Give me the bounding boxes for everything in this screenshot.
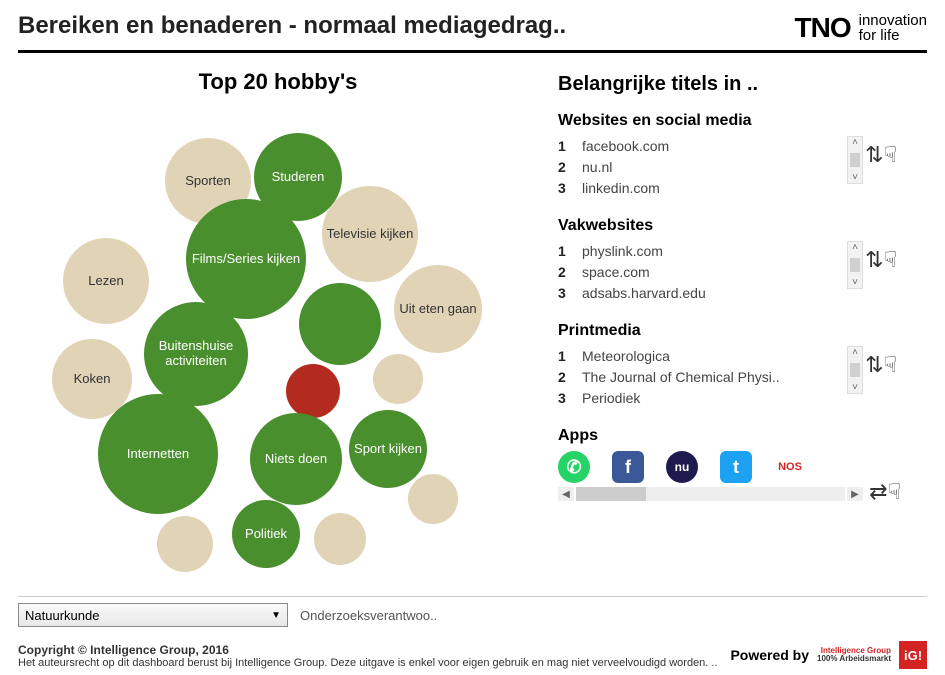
vertical-scroll[interactable]: ˄˅ — [847, 346, 863, 394]
section-title: Printmedia — [558, 322, 907, 340]
scroll-up-icon[interactable]: ˄ — [852, 242, 858, 253]
section-vakwebsites: Vakwebsites 1 physlink.com 2 space.com 3 adsab… — [558, 217, 907, 304]
bubble-chart-panel: Top 20 hobby's SportenStuderenTelevisie … — [18, 63, 538, 573]
chevron-down-icon: ▼ — [271, 610, 281, 621]
bubble-unlabeled[interactable] — [286, 364, 340, 418]
right-panel-title: Belangrijke titels in .. — [558, 73, 907, 96]
app-whatsapp-icon[interactable]: ✆ — [558, 451, 590, 483]
vertical-scroll[interactable]: ˄˅ — [847, 136, 863, 184]
apps-title: Apps — [558, 427, 907, 445]
ig-logo-icon: iG! — [899, 641, 927, 669]
item-label: space.com — [582, 262, 650, 283]
tno-logo: TNO innovation for life — [795, 12, 928, 44]
app-nos-icon[interactable]: NOS — [774, 451, 806, 483]
rank-number: 3 — [558, 388, 572, 409]
sort-icon[interactable]: ⇅☟ — [865, 352, 897, 378]
scroll-thumb[interactable] — [850, 363, 860, 377]
bubble-buitenshuise-activiteiten[interactable]: Buitenshuise activiteiten — [144, 302, 248, 406]
scroll-down-icon[interactable]: ˅ — [852, 172, 858, 183]
item-label: facebook.com — [582, 136, 669, 157]
bubble-unlabeled[interactable] — [314, 513, 366, 565]
bubble-televisie-kijken[interactable]: Televisie kijken — [322, 186, 418, 282]
bottom-bar: Natuurkunde ▼ Onderzoeksverantwoo.. — [18, 596, 927, 627]
scroll-left-icon[interactable]: ◀ — [558, 487, 574, 501]
scroll-up-icon[interactable]: ˄ — [852, 137, 858, 148]
bubble-sport-kijken[interactable]: Sport kijken — [349, 410, 427, 488]
dropdown-value: Natuurkunde — [25, 608, 99, 623]
scroll-thumb[interactable] — [576, 487, 646, 501]
item-label: linkedin.com — [582, 178, 660, 199]
rank-number: 2 — [558, 157, 572, 178]
scroll-down-icon[interactable]: ˅ — [852, 382, 858, 393]
header: Bereiken en benaderen - normaal mediaged… — [18, 12, 927, 53]
bubble-uit-eten-gaan[interactable]: Uit eten gaan — [394, 265, 482, 353]
section-title: Websites en social media — [558, 112, 907, 130]
sort-icon[interactable]: ⇅☟ — [865, 247, 897, 273]
rank-number: 1 — [558, 346, 572, 367]
right-panel: Belangrijke titels in .. Websites en soc… — [548, 63, 927, 573]
page-title: Bereiken en benaderen - normaal mediaged… — [18, 12, 566, 40]
app-facebook-icon[interactable]: f — [612, 451, 644, 483]
item-label: nu.nl — [582, 157, 612, 178]
app-twitter-icon[interactable]: t — [720, 451, 752, 483]
rank-number: 2 — [558, 262, 572, 283]
logo-mark: TNO — [795, 12, 851, 44]
scroll-track[interactable] — [576, 487, 845, 501]
bubble-chart: SportenStuderenTelevisie kijkenLezenFilm… — [18, 99, 538, 559]
item-label: The Journal of Chemical Physi.. — [582, 367, 780, 388]
item-label: Meteorologica — [582, 346, 670, 367]
item-label: adsabs.harvard.edu — [582, 283, 706, 304]
app-nu-icon[interactable]: nu — [666, 451, 698, 483]
bubble-unlabeled[interactable] — [299, 283, 381, 365]
bubble-niets-doen[interactable]: Niets doen — [250, 413, 342, 505]
sort-icon[interactable]: ⇅☟ — [865, 142, 897, 168]
subject-dropdown[interactable]: Natuurkunde ▼ — [18, 603, 288, 627]
bubble-lezen[interactable]: Lezen — [63, 238, 149, 324]
scroll-down-icon[interactable]: ˅ — [852, 277, 858, 288]
copyright: Copyright © Intelligence Group, 2016 Het… — [18, 643, 718, 669]
rank-number: 3 — [558, 283, 572, 304]
rank-number: 1 — [558, 241, 572, 262]
scroll-thumb[interactable] — [850, 258, 860, 272]
powered-by: Powered by Intelligence Group 100% Arbei… — [730, 641, 927, 669]
logo-tagline: innovation for life — [859, 13, 927, 43]
swap-icon[interactable]: ⇄☟ — [869, 479, 901, 505]
section-printmedia: Printmedia 1 Meteorologica 2 The Journal of … — [558, 322, 907, 409]
rank-number: 3 — [558, 178, 572, 199]
scroll-thumb[interactable] — [850, 153, 860, 167]
vertical-scroll[interactable]: ˄˅ — [847, 241, 863, 289]
bubble-films-series-kijken[interactable]: Films/Series kijken — [186, 199, 306, 319]
apps-horizontal-scroll[interactable]: ◀ ▶ — [558, 487, 863, 501]
bubble-politiek[interactable]: Politiek — [232, 500, 300, 568]
scroll-up-icon[interactable]: ˄ — [852, 347, 858, 358]
apps-row: ✆ fnut NOS — [558, 451, 863, 483]
scroll-right-icon[interactable]: ▶ — [847, 487, 863, 501]
item-label: Periodiek — [582, 388, 640, 409]
rank-number: 1 — [558, 136, 572, 157]
section-websites-en-social-media: Websites en social media 1 facebook.com 2 nu… — [558, 112, 907, 199]
section-title: Vakwebsites — [558, 217, 907, 235]
apps-section: Apps ✆fnutNOS ◀ ▶ ⇄☟ — [558, 427, 907, 501]
research-link[interactable]: Onderzoeksverantwoo.. — [300, 608, 437, 623]
bubble-unlabeled[interactable] — [373, 354, 423, 404]
bubble-unlabeled[interactable] — [408, 474, 458, 524]
bubble-internetten[interactable]: Internetten — [98, 394, 218, 514]
bubble-unlabeled[interactable] — [157, 516, 213, 572]
footer: Copyright © Intelligence Group, 2016 Het… — [18, 641, 927, 669]
bubble-chart-title: Top 20 hobby's — [18, 69, 538, 95]
item-label: physlink.com — [582, 241, 663, 262]
rank-number: 2 — [558, 367, 572, 388]
